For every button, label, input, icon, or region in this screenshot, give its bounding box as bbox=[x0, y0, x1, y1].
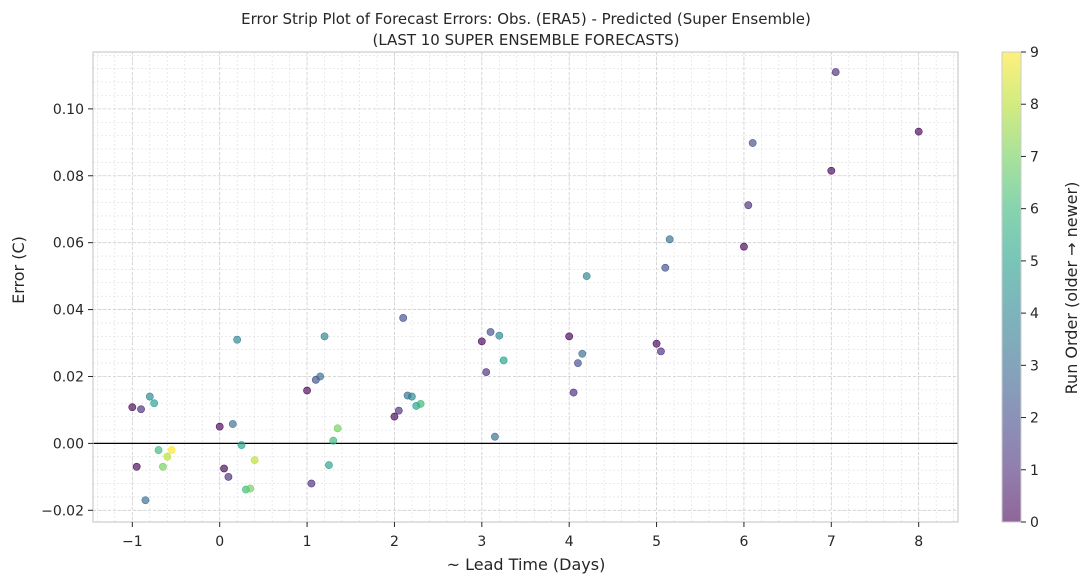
x-tick-label: 4 bbox=[565, 534, 574, 550]
colorbar-tick-label: 8 bbox=[1030, 97, 1039, 113]
data-point bbox=[325, 461, 333, 470]
x-tick-label: 0 bbox=[215, 534, 224, 550]
data-point bbox=[408, 392, 416, 401]
chart-title: Error Strip Plot of Forecast Errors: Obs… bbox=[241, 10, 811, 28]
data-point bbox=[831, 68, 840, 76]
data-point bbox=[399, 314, 408, 322]
data-point bbox=[329, 436, 338, 445]
colorbar-tick-label: 4 bbox=[1030, 306, 1039, 322]
data-point bbox=[250, 456, 259, 465]
data-point bbox=[316, 372, 325, 381]
data-point bbox=[652, 339, 661, 348]
y-tick-label: 0.08 bbox=[53, 169, 84, 185]
x-tick-label: 6 bbox=[739, 534, 748, 550]
colorbar-tick-label: 5 bbox=[1030, 254, 1039, 270]
data-point bbox=[914, 127, 923, 136]
data-point bbox=[333, 424, 342, 433]
x-tick-label: 2 bbox=[390, 534, 399, 550]
data-point bbox=[163, 452, 172, 461]
data-point bbox=[132, 462, 141, 471]
data-point bbox=[228, 420, 237, 428]
x-tick-label: 7 bbox=[827, 534, 836, 550]
data-point bbox=[167, 446, 176, 454]
data-points bbox=[128, 68, 923, 505]
data-point bbox=[394, 406, 403, 415]
data-point bbox=[827, 166, 836, 175]
x-tick-label: −1 bbox=[122, 534, 143, 550]
colorbar-frame bbox=[1001, 51, 1022, 523]
chart-subtitle: (LAST 10 SUPER ENSEMBLE FORECASTS) bbox=[373, 31, 680, 49]
data-point bbox=[499, 356, 508, 365]
data-point bbox=[416, 400, 425, 408]
colorbar-label: Run Order (older → newer) bbox=[1062, 182, 1081, 395]
data-point bbox=[477, 337, 486, 346]
data-point bbox=[303, 386, 311, 395]
y-tick-label: 0.00 bbox=[53, 436, 84, 452]
colorbar-tick-label: 7 bbox=[1030, 149, 1039, 165]
data-point bbox=[128, 403, 137, 412]
data-point bbox=[150, 399, 159, 408]
y-tick-label: 0.02 bbox=[53, 369, 84, 385]
data-point bbox=[744, 201, 753, 210]
x-tick-label: 1 bbox=[303, 534, 312, 550]
x-tick-label: 8 bbox=[914, 534, 923, 550]
y-tick-label: 0.10 bbox=[53, 102, 84, 118]
colorbar-tick-label: 9 bbox=[1030, 45, 1039, 61]
data-point bbox=[390, 412, 399, 421]
data-point bbox=[233, 335, 242, 344]
y-axis-label: Error (C) bbox=[9, 236, 28, 304]
data-point bbox=[320, 332, 329, 341]
data-point bbox=[482, 368, 491, 377]
data-point bbox=[154, 446, 163, 454]
data-point bbox=[565, 332, 574, 341]
data-point bbox=[215, 422, 224, 431]
y-tick-label: 0.04 bbox=[53, 303, 84, 319]
data-point bbox=[141, 496, 150, 505]
plot-frame bbox=[92, 51, 959, 523]
y-axis-ticks: −0.02 0.00 0.02 0.04 0.06 0.08 0.10 bbox=[41, 102, 93, 519]
data-point bbox=[569, 388, 578, 397]
data-point bbox=[665, 235, 674, 244]
data-point bbox=[657, 347, 665, 356]
data-point bbox=[246, 484, 255, 493]
colorbar-tick-label: 0 bbox=[1030, 515, 1039, 531]
data-point bbox=[491, 432, 499, 441]
colorbar-gradient bbox=[1002, 52, 1021, 522]
data-point bbox=[145, 392, 154, 401]
data-point bbox=[740, 242, 748, 251]
data-point bbox=[220, 464, 228, 473]
data-point bbox=[661, 263, 670, 272]
data-point bbox=[307, 479, 316, 488]
colorbar-tick-label: 1 bbox=[1030, 463, 1039, 479]
colorbar-ticks: 0 1 2 3 4 5 6 7 8 9 bbox=[1021, 45, 1039, 531]
y-tick-label: −0.02 bbox=[41, 503, 84, 519]
data-point bbox=[574, 359, 582, 368]
data-point bbox=[137, 405, 145, 414]
data-point bbox=[578, 349, 587, 358]
x-axis-ticks: −1 0 1 2 3 4 5 6 7 8 bbox=[122, 522, 923, 550]
colorbar-tick-label: 2 bbox=[1030, 411, 1039, 427]
colorbar-tick-label: 6 bbox=[1030, 202, 1039, 218]
data-point bbox=[748, 139, 757, 147]
data-point bbox=[495, 331, 504, 340]
data-point bbox=[582, 272, 591, 281]
data-point bbox=[237, 441, 246, 449]
y-tick-label: 0.06 bbox=[53, 236, 84, 252]
data-point bbox=[486, 328, 495, 336]
data-point bbox=[158, 462, 167, 471]
x-axis-label: ~ Lead Time (Days) bbox=[447, 555, 606, 574]
x-tick-label: 5 bbox=[652, 534, 661, 550]
colorbar-tick-label: 3 bbox=[1030, 358, 1039, 374]
x-tick-label: 3 bbox=[477, 534, 486, 550]
data-point bbox=[224, 472, 233, 481]
